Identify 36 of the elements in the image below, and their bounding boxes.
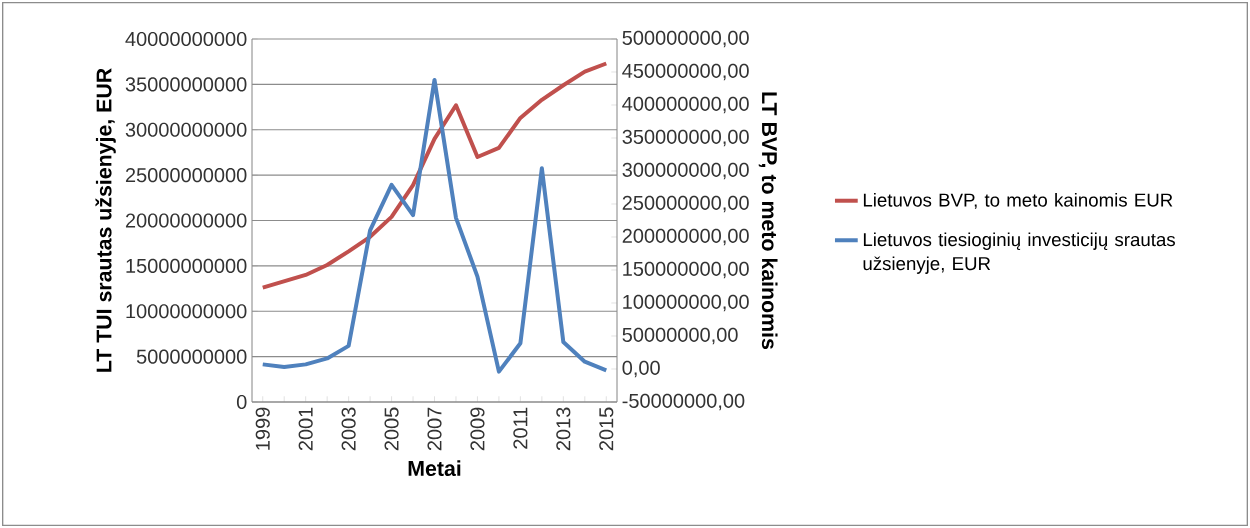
x-axis-title: Metai [408,460,461,477]
y2-tick-label: -50000000,00 [622,393,745,411]
y2-tick-label: 350000000,00 [622,129,749,147]
x-tick-label: 2005 [384,407,399,451]
y-tick-label: 25000000000 [125,168,247,183]
legend-label: Lietuvos BVP, to meto kainomis EUR [863,192,1173,209]
y2-tick-label: 200000000,00 [622,228,749,246]
y2-tick-label: 450000000,00 [622,63,749,81]
x-tick-label: 2001 [298,407,313,451]
x-tick-label: 2009 [470,407,485,451]
y2-tick-label: 150000000,00 [623,261,749,279]
y-tick-label: 0 [236,394,247,410]
legend-label: Lietuvos tiesioginių investicijų srautas užsienyje, EUR [863,232,1175,274]
y2-axis-title: LT BVP, to meto kainomis [758,92,778,350]
y-tick-label: 10000000000 [126,304,247,319]
x-tick-label: 2003 [341,407,356,451]
y-axis-title: LT TUI srautas užsienyje, EUR [95,68,116,372]
y2-tick-label: 100000000,00 [623,294,749,312]
x-tick-label: 2015 [599,407,614,451]
y2-tick-label: 250000000,00 [622,195,749,213]
y2-tick-label: 0,00 [622,360,660,378]
line-series [260,77,609,374]
x-tick-label: 2007 [427,407,442,451]
y-tick-label: 20000000000 [125,213,247,228]
y2-tick-label: 400000000,00 [622,96,749,114]
y2-tick-label: 500000000,00 [622,30,749,48]
y2-tick-label: 300000000,00 [622,162,749,180]
x-tick-label: 2013 [556,407,571,451]
y2-tick-label: 50000000,00 [622,327,738,345]
y-tick-label: 5000000000 [136,349,247,364]
x-tick-label: 1999 [255,407,270,450]
y-tick-label: 40000000000 [125,31,247,47]
y-tick-label: 15000000000 [126,258,247,273]
x-tick-label: 2011 [513,407,528,449]
y-tick-label: 35000000000 [125,77,247,92]
y-tick-label: 30000000000 [125,122,247,137]
